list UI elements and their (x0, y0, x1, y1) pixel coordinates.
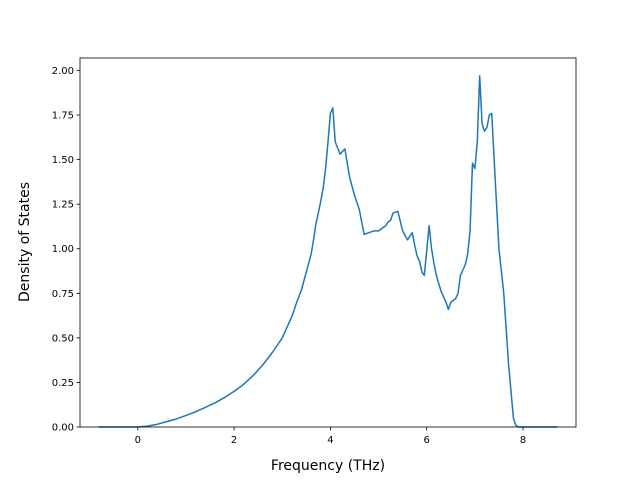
y-tick-label: 0.25 (52, 378, 74, 389)
y-tick-label: 1.25 (52, 200, 74, 211)
y-tick-label: 0.75 (52, 289, 74, 300)
y-tick-label: 2.00 (52, 66, 74, 77)
tick-group: 0 2 4 6 8 0.00 0.25 0.50 0.75 1.00 1.25 1.50 1.75 2.0… (52, 66, 526, 446)
x-tick-label: 0 (135, 435, 141, 446)
axes-frame (79, 57, 577, 428)
x-tick-label: 8 (520, 435, 526, 446)
x-tick-label: 4 (327, 435, 333, 446)
y-tick-label: 0.00 (52, 423, 74, 434)
dos-line (98, 75, 558, 428)
y-tick-label: 1.00 (52, 244, 74, 255)
y-tick-label: 1.50 (52, 155, 74, 166)
plot-area (80, 58, 576, 427)
series-group (98, 75, 558, 428)
y-tick-label: 1.75 (52, 111, 74, 122)
y-axis-label: Density of States (17, 182, 33, 302)
x-axis-label: Frequency (THz) (271, 458, 385, 474)
x-tick-label: 2 (231, 435, 237, 446)
y-tick-label: 0.50 (52, 333, 74, 344)
x-tick-label: 6 (424, 435, 430, 446)
